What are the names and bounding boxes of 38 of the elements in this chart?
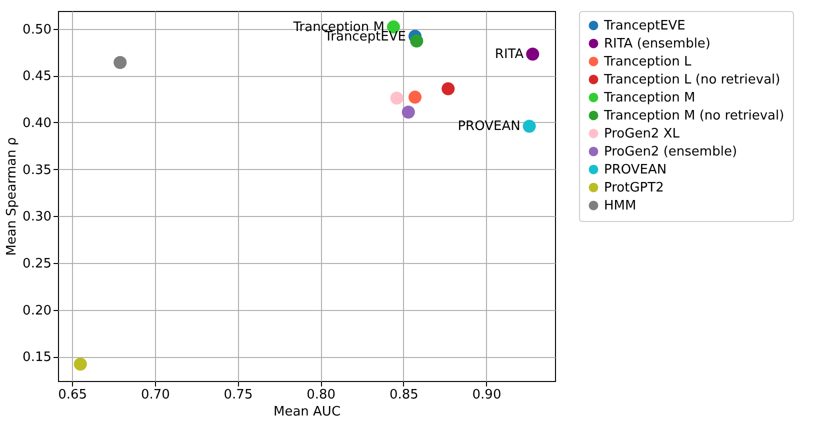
annotation: RITA <box>494 47 524 62</box>
point <box>402 106 415 119</box>
legend-label: Tranception L <box>603 54 692 70</box>
point <box>74 358 87 371</box>
legend-label: ProGen2 (ensemble) <box>604 144 738 160</box>
legend-label: HMM <box>604 198 636 214</box>
y-tick-label: 0.50 <box>22 22 52 38</box>
y-tick-label: 0.15 <box>22 350 52 366</box>
x-tick-label: 0.85 <box>389 388 418 402</box>
legend-label: Tranception M (no retrieval) <box>603 108 784 124</box>
x-tick-label: 0.65 <box>58 388 88 402</box>
point <box>390 92 404 105</box>
y-tick-label: 0.30 <box>22 210 52 225</box>
legend-label: Tranception L (no retrieval) <box>603 72 780 88</box>
point <box>114 56 127 70</box>
x-axis-title: Mean AUC <box>273 404 341 420</box>
y-tick-label: 0.40 <box>22 116 52 131</box>
x-tick-label: 0.90 <box>472 388 502 402</box>
y-tick-label: 0.25 <box>22 256 52 272</box>
point <box>526 48 540 61</box>
y-axis-title: Mean Spearman ρ <box>4 137 20 256</box>
legend-label: ProGen2 XL <box>604 126 680 142</box>
legend-label: Tranception M <box>603 90 696 106</box>
point <box>522 120 536 133</box>
y-tick-label: 0.20 <box>22 303 52 318</box>
y-tick-label: 0.35 <box>22 162 52 178</box>
legend-label: TranceptEVE <box>603 18 686 34</box>
annotation: PROVEAN <box>458 119 520 134</box>
point <box>410 34 424 48</box>
legend-label: ProtGPT2 <box>604 180 664 196</box>
x-tick-label: 0.80 <box>306 388 336 402</box>
legend-label: PROVEAN <box>604 162 667 178</box>
point <box>408 90 422 104</box>
legend-label: RITA (ensemble) <box>604 36 711 52</box>
x-tick-label: 0.70 <box>140 388 170 402</box>
x-tick-label: 0.75 <box>224 388 253 402</box>
y-tick-label: 0.45 <box>22 69 52 84</box>
point <box>442 82 455 96</box>
